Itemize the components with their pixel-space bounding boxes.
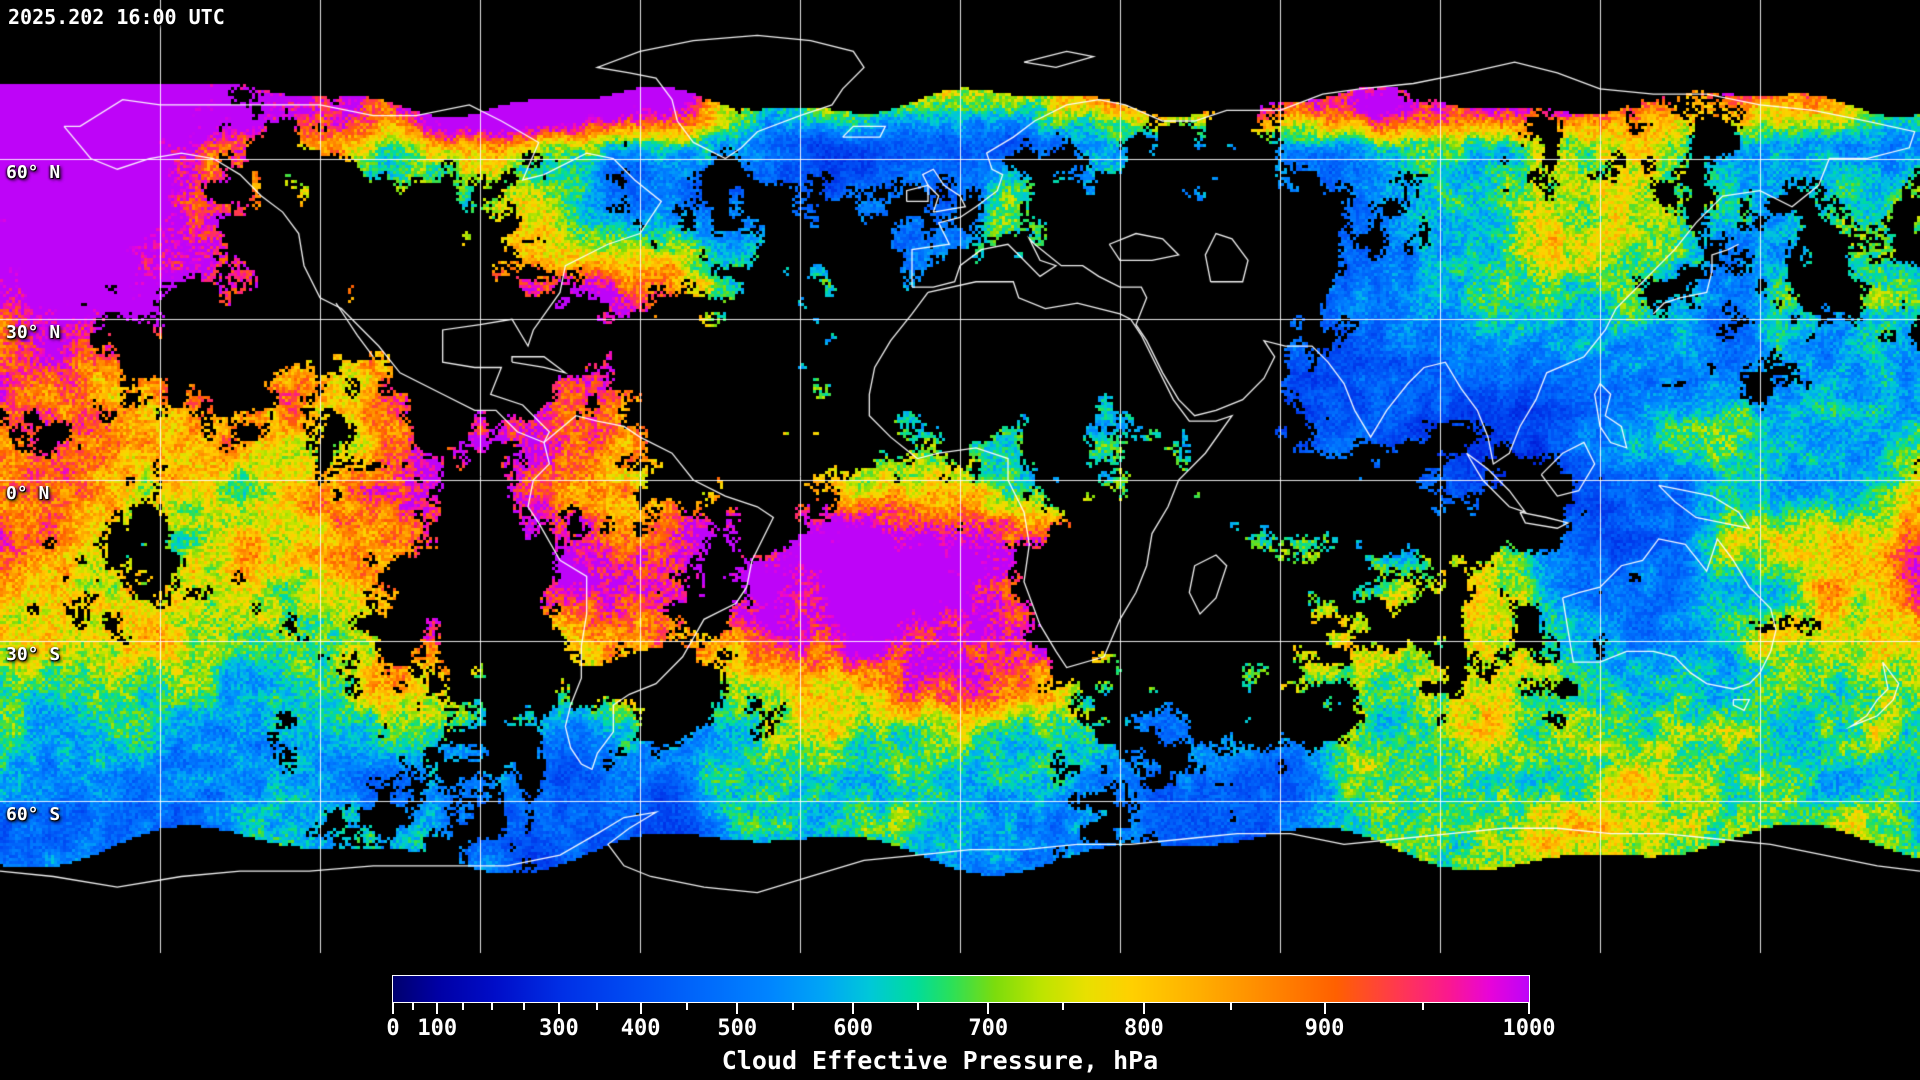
timestamp-label: 2025.202 16:00 UTC xyxy=(8,5,225,29)
colorbar-tick-550 xyxy=(791,1003,794,1010)
colorbar-tick-label-700: 700 xyxy=(968,1016,1009,1041)
colorbar-tick-850 xyxy=(1230,1003,1233,1010)
colorbar-tick-350 xyxy=(596,1003,599,1010)
colorbar-tick-500 xyxy=(736,1003,739,1014)
colorbar-tick-100 xyxy=(436,1003,439,1014)
colorbar-tick-750 xyxy=(1062,1003,1065,1010)
latitude-label-30S: 30° S xyxy=(6,643,61,665)
colorbar-gradient xyxy=(392,975,1530,1003)
colorbar-tick-label-300: 300 xyxy=(538,1016,579,1041)
colorbar-tick-600 xyxy=(852,1003,855,1014)
latitude-label-60S: 60° S xyxy=(6,804,61,826)
latitude-label-0N: 0° N xyxy=(6,483,50,504)
colorbar-tick-950 xyxy=(1422,1003,1425,1010)
colorbar-tick-label-900: 900 xyxy=(1304,1016,1345,1041)
colorbar-scale: 0 100 300 400 500 600 700 800 900 1000 xyxy=(386,1003,1555,1047)
colorbar-tick-label-800: 800 xyxy=(1124,1016,1164,1041)
world-cloud-pressure-map xyxy=(0,0,1920,963)
colorbar-tick-0 xyxy=(392,1003,394,1014)
colorbar-tick-label-100: 100 xyxy=(417,1016,458,1041)
latitude-label-30N: 30° N xyxy=(6,322,61,344)
colorbar-tick-label-1000: 1000 xyxy=(1502,1016,1556,1041)
colorbar-tick-700 xyxy=(987,1003,990,1014)
colorbar-tick-50 xyxy=(412,1003,415,1010)
colorbar-tick-300 xyxy=(557,1003,560,1014)
colorbar-tick-200 xyxy=(490,1003,493,1010)
latitude-label-60N: 60° N xyxy=(6,161,61,183)
colorbar-tick-label-400: 400 xyxy=(620,1016,661,1041)
colorbar-tick-650 xyxy=(916,1003,919,1010)
colorbar-tick-900 xyxy=(1323,1003,1326,1014)
colorbar-title: Cloud Effective Pressure, hPa xyxy=(721,1046,1159,1075)
colorbar-tick-450 xyxy=(686,1003,689,1010)
colorbar-tick-label-600: 600 xyxy=(833,1016,873,1041)
colorbar-tick-label-500: 500 xyxy=(717,1016,758,1041)
colorbar-tick-150 xyxy=(462,1003,465,1010)
colorbar-tick-400 xyxy=(639,1003,642,1014)
colorbar-tick-800 xyxy=(1142,1003,1145,1014)
colorbar-tick-1000 xyxy=(1528,1003,1530,1014)
colorbar-tick-label-0: 0 xyxy=(386,1016,400,1041)
colorbar-tick-250 xyxy=(522,1003,525,1010)
